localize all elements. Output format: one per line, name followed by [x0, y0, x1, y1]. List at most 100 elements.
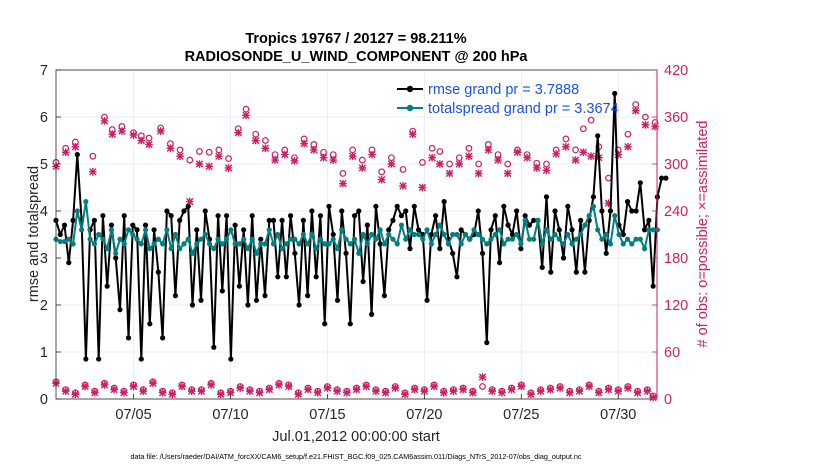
rmse-point — [573, 269, 579, 275]
y-axis-label-right: # of obs: o=possible; ×=assimilated — [695, 121, 711, 348]
totalspread-point — [232, 241, 238, 247]
rmse-point — [505, 222, 511, 228]
rmse-point — [637, 180, 643, 186]
obs_low_assimilated-point — [401, 390, 409, 399]
obs_assimilated-point — [215, 152, 223, 160]
totalspread-point — [535, 217, 541, 223]
totalspread-point — [479, 236, 486, 242]
rmse-point — [620, 231, 626, 238]
chart-title-line1: Tropics 19767 / 20127 = 98.211% — [245, 31, 466, 47]
totalspread-point — [364, 241, 370, 247]
obs_low_assimilated-point — [90, 388, 99, 397]
totalspread-point — [181, 241, 187, 247]
rmse-point — [432, 213, 439, 219]
rmse-point — [514, 208, 520, 214]
obs_possible-point — [399, 166, 407, 173]
obs_assimilated-point — [310, 146, 318, 154]
obs_assimilated-point — [319, 153, 328, 162]
obs_low_assimilated-point — [585, 382, 593, 391]
obs_low_assimilated-point — [236, 384, 244, 392]
obs_assimilated-point — [166, 144, 175, 153]
totalspread-point — [467, 236, 473, 242]
obs_assimilated-point — [436, 160, 444, 168]
obs_possible-point — [378, 168, 386, 176]
obs_low_assimilated-point — [246, 387, 254, 395]
totalspread-point — [599, 236, 605, 242]
obs_assimilated-point — [129, 131, 138, 139]
rmse-point — [155, 269, 161, 275]
totalspread-point — [330, 236, 336, 242]
obs_low_assimilated-point — [614, 387, 623, 395]
totalspread-point — [386, 231, 392, 238]
rmse-point — [343, 250, 349, 256]
obs_assimilated-point — [387, 160, 396, 168]
rmse-point — [134, 227, 140, 233]
totalspread-point — [177, 246, 183, 252]
obs_assimilated-point — [523, 153, 531, 162]
totalspread-point — [620, 241, 626, 247]
rmse-point — [386, 227, 392, 233]
totalspread-point — [155, 236, 161, 242]
totalspread-point — [454, 231, 460, 238]
totalspread-point — [633, 236, 639, 242]
totalspread-point — [531, 236, 537, 242]
obs_assimilated-point — [614, 150, 623, 159]
totalspread-point — [646, 227, 652, 233]
totalspread-point — [343, 236, 349, 242]
rmse-point — [437, 246, 443, 252]
y-tick-label-left: 7 — [40, 63, 48, 79]
totalspread-point — [287, 236, 294, 242]
obs_assimilated-point — [108, 130, 117, 139]
rmse-point — [287, 213, 294, 219]
obs_low_assimilated-point — [149, 379, 157, 388]
totalspread-point — [394, 241, 400, 247]
totalspread-point — [450, 231, 456, 238]
obs_low_assimilated-point — [517, 382, 526, 391]
obs_low_assimilated-point — [284, 382, 293, 391]
totalspread-point — [309, 231, 315, 238]
legend: rmse grand pr = 3.7888 totalspread grand… — [397, 82, 619, 117]
rmse-point — [275, 274, 281, 280]
totalspread-point — [211, 246, 217, 252]
obs_low_assimilated-point — [498, 388, 506, 397]
rmse-point — [189, 302, 196, 308]
totalspread-point — [565, 231, 571, 238]
legend-marker-spread — [406, 104, 414, 112]
rmse-point — [334, 297, 341, 303]
totalspread-point — [279, 246, 285, 252]
totalspread-point — [322, 241, 328, 247]
rmse-point — [582, 269, 588, 275]
obs_possible-point — [339, 169, 347, 177]
obs_low_assimilated-point — [372, 387, 380, 395]
obs_assimilated-point — [418, 183, 427, 192]
totalspread-point — [428, 241, 434, 247]
totalspread-point — [415, 231, 422, 238]
rmse-point — [624, 199, 631, 205]
rmse-point — [531, 217, 537, 223]
totalspread-point — [258, 241, 264, 247]
rmse-point — [253, 297, 260, 303]
rmse-point — [270, 217, 277, 223]
obs_possible-point — [186, 156, 194, 164]
obs_possible-point — [504, 160, 512, 168]
y-tick-label-left: 4 — [40, 204, 48, 220]
obs_assimilated-point — [300, 139, 308, 148]
totalspread-point — [87, 236, 93, 242]
obs_low_assimilated-point — [61, 387, 70, 395]
rmse-point — [603, 250, 609, 256]
obs_assimilated-point — [455, 160, 464, 168]
totalspread-point — [83, 199, 89, 205]
rmse-point — [633, 208, 639, 214]
rmse-point — [70, 217, 76, 223]
rmse-point — [66, 260, 72, 266]
obs_assimilated-point — [428, 153, 436, 162]
obs_possible-point — [641, 113, 649, 121]
rmse-point — [569, 227, 575, 233]
obs_possible-point — [261, 137, 269, 144]
rmse-point — [160, 335, 166, 341]
rmse-point — [104, 283, 110, 289]
rmse-point — [659, 175, 665, 181]
rmse-point — [407, 246, 413, 252]
totalspread-point — [78, 227, 85, 233]
rmse-point — [168, 213, 174, 219]
